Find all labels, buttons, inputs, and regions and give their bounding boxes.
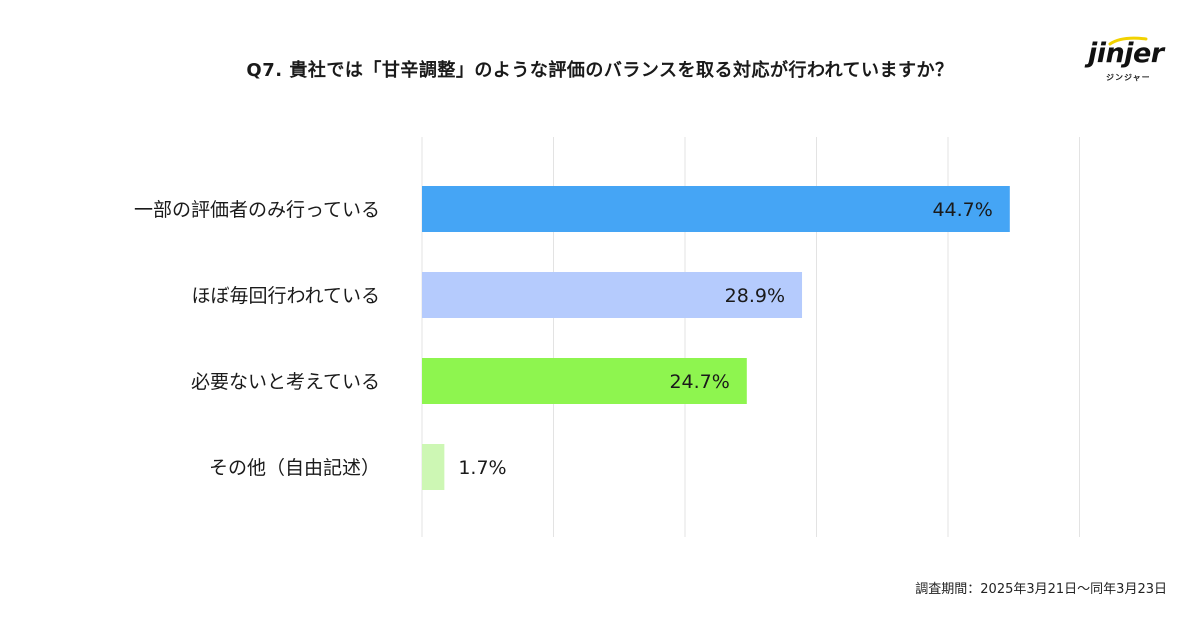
value-label: 28.9% [725,285,785,307]
bar [422,444,445,490]
value-label: 24.7% [669,371,729,393]
category-label: 必要ないと考えている [191,371,380,393]
chart-title: Q7. 貴社では「甘辛調整」のような評価のバランスを取る対応が行われていますか？ [246,60,954,81]
jinjer-logo: jinjer ジンジャー [1082,36,1172,86]
survey-period-note: 調査期間：2025年3月21日～同年3月23日 [915,582,1167,597]
logo-swoosh-icon [1108,36,1148,46]
category-label: 一部の評価者のみ行っている [134,199,380,221]
value-label: 44.7% [932,199,992,221]
bar [422,186,1010,232]
bar [422,358,747,404]
logo-wordmark: jinjer [1088,38,1164,69]
category-label: その他（自由記述） [209,457,380,479]
logo-kana: ジンジャー [1106,73,1151,82]
category-label: ほぼ毎回行われている [192,285,380,307]
value-label: 1.7% [458,457,506,479]
bar [422,272,803,318]
